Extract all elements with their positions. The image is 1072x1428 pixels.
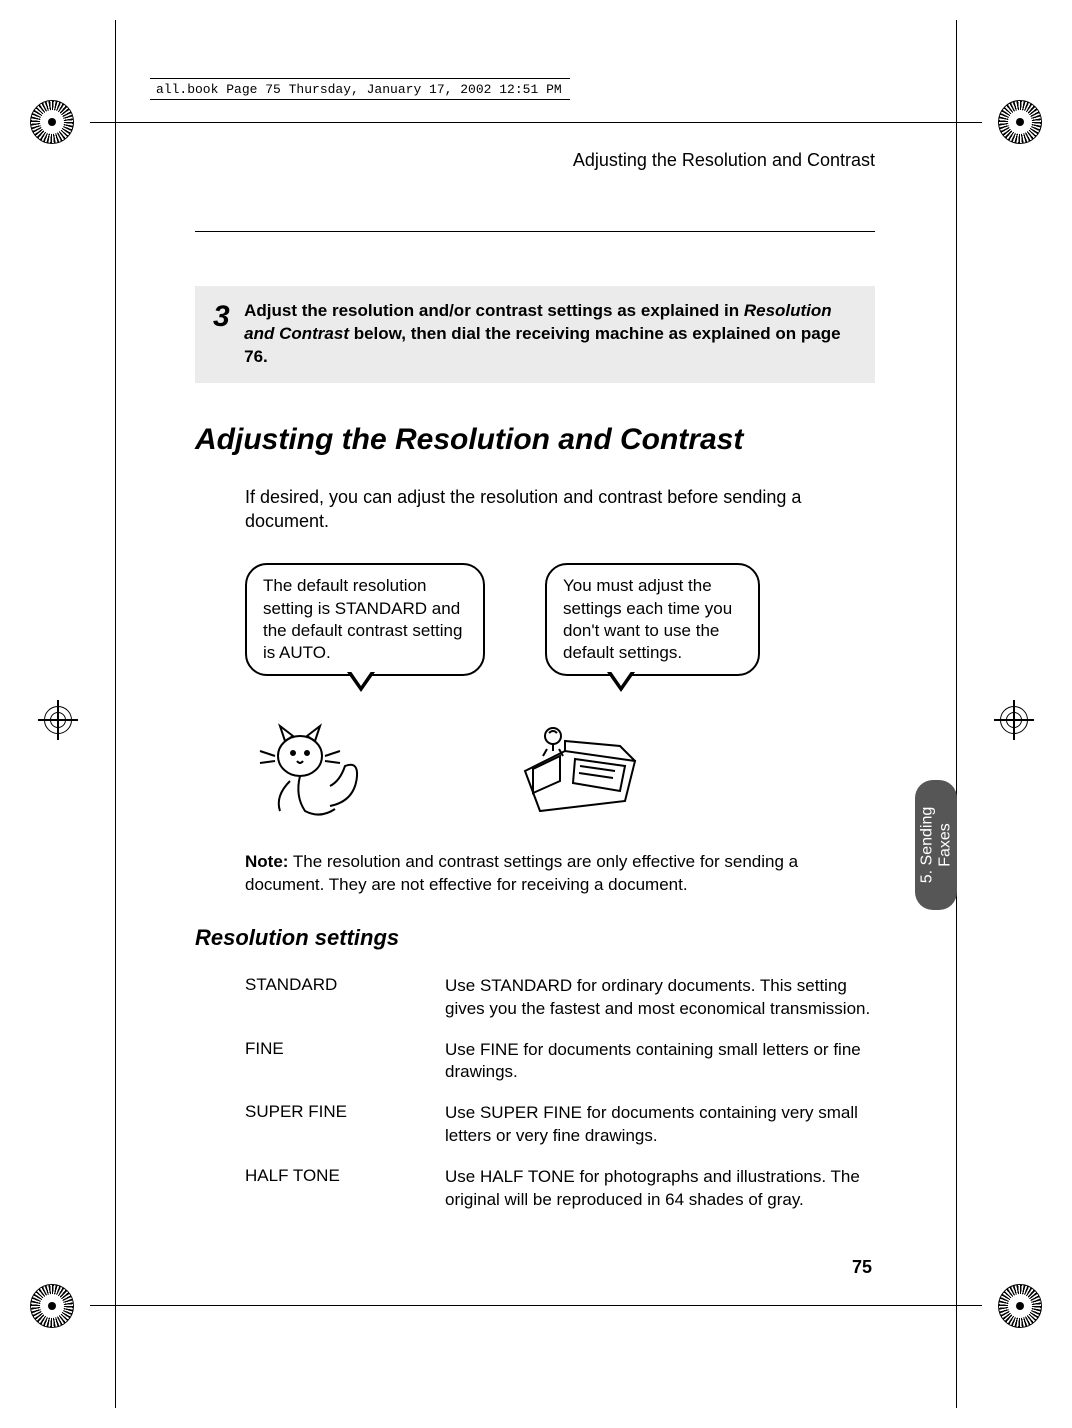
step-number: 3 bbox=[213, 300, 230, 334]
crop-line-top bbox=[90, 122, 982, 123]
setting-term: FINE bbox=[245, 1039, 445, 1085]
registration-mark-bottom-left bbox=[30, 1284, 74, 1328]
side-tab-label: 5. Sending Faxes bbox=[918, 807, 953, 884]
step-text-before: Adjust the resolution and/or contrast se… bbox=[244, 301, 744, 320]
crop-line-bottom bbox=[90, 1305, 982, 1306]
illustration-row bbox=[245, 701, 875, 821]
side-tab-line1: 5. Sending bbox=[918, 807, 935, 884]
cat-illustration-icon bbox=[245, 701, 375, 821]
note-text: The resolution and contrast settings are… bbox=[245, 852, 798, 894]
file-info-bar: all.book Page 75 Thursday, January 17, 2… bbox=[150, 78, 570, 100]
registration-mark-top-left bbox=[30, 100, 74, 144]
intro-paragraph: If desired, you can adjust the resolutio… bbox=[245, 485, 875, 534]
note-label: Note: bbox=[245, 852, 288, 871]
setting-description: Use SUPER FINE for documents containing … bbox=[445, 1102, 875, 1148]
speech-bubble-adjust: You must adjust the settings each time y… bbox=[545, 563, 760, 675]
registration-mark-top-right bbox=[998, 100, 1042, 144]
crop-line-right bbox=[956, 20, 957, 1408]
registration-target-left bbox=[38, 700, 78, 740]
subheading: Resolution settings bbox=[195, 925, 875, 951]
speech-bubbles-row: The default resolution setting is STANDA… bbox=[245, 563, 875, 675]
step-box: 3 Adjust the resolution and/or contrast … bbox=[195, 286, 875, 383]
setting-term: STANDARD bbox=[245, 975, 445, 1021]
table-row: HALF TONE Use HALF TONE for photographs … bbox=[245, 1166, 875, 1212]
resolution-settings-table: STANDARD Use STANDARD for ordinary docum… bbox=[245, 975, 875, 1213]
table-row: SUPER FINE Use SUPER FINE for documents … bbox=[245, 1102, 875, 1148]
setting-description: Use FINE for documents containing small … bbox=[445, 1039, 875, 1085]
setting-term: HALF TONE bbox=[245, 1166, 445, 1212]
crop-line-left bbox=[115, 20, 116, 1408]
main-heading: Adjusting the Resolution and Contrast bbox=[195, 423, 875, 457]
section-side-tab: 5. Sending Faxes bbox=[915, 780, 957, 910]
side-tab-line2: Faxes bbox=[936, 823, 953, 867]
table-row: FINE Use FINE for documents containing s… bbox=[245, 1039, 875, 1085]
content-area: Adjusting the Resolution and Contrast 3 … bbox=[195, 150, 875, 1230]
running-header: Adjusting the Resolution and Contrast bbox=[195, 150, 875, 171]
setting-description: Use HALF TONE for photographs and illust… bbox=[445, 1166, 875, 1212]
fax-machine-illustration-icon bbox=[505, 701, 655, 821]
page-number: 75 bbox=[852, 1257, 872, 1278]
speech-bubble-default: The default resolution setting is STANDA… bbox=[245, 563, 485, 675]
registration-target-right bbox=[994, 700, 1034, 740]
setting-description: Use STANDARD for ordinary documents. Thi… bbox=[445, 975, 875, 1021]
table-row: STANDARD Use STANDARD for ordinary docum… bbox=[245, 975, 875, 1021]
note-paragraph: Note: The resolution and contrast settin… bbox=[245, 851, 875, 897]
bubble-tail-icon bbox=[607, 672, 635, 692]
step-text: Adjust the resolution and/or contrast se… bbox=[244, 300, 844, 369]
setting-term: SUPER FINE bbox=[245, 1102, 445, 1148]
speech-bubble-adjust-text: You must adjust the settings each time y… bbox=[563, 576, 732, 661]
bubble-tail-icon bbox=[347, 672, 375, 692]
registration-mark-bottom-right bbox=[998, 1284, 1042, 1328]
page: all.book Page 75 Thursday, January 17, 2… bbox=[0, 0, 1072, 1428]
speech-bubble-default-text: The default resolution setting is STANDA… bbox=[263, 576, 462, 661]
